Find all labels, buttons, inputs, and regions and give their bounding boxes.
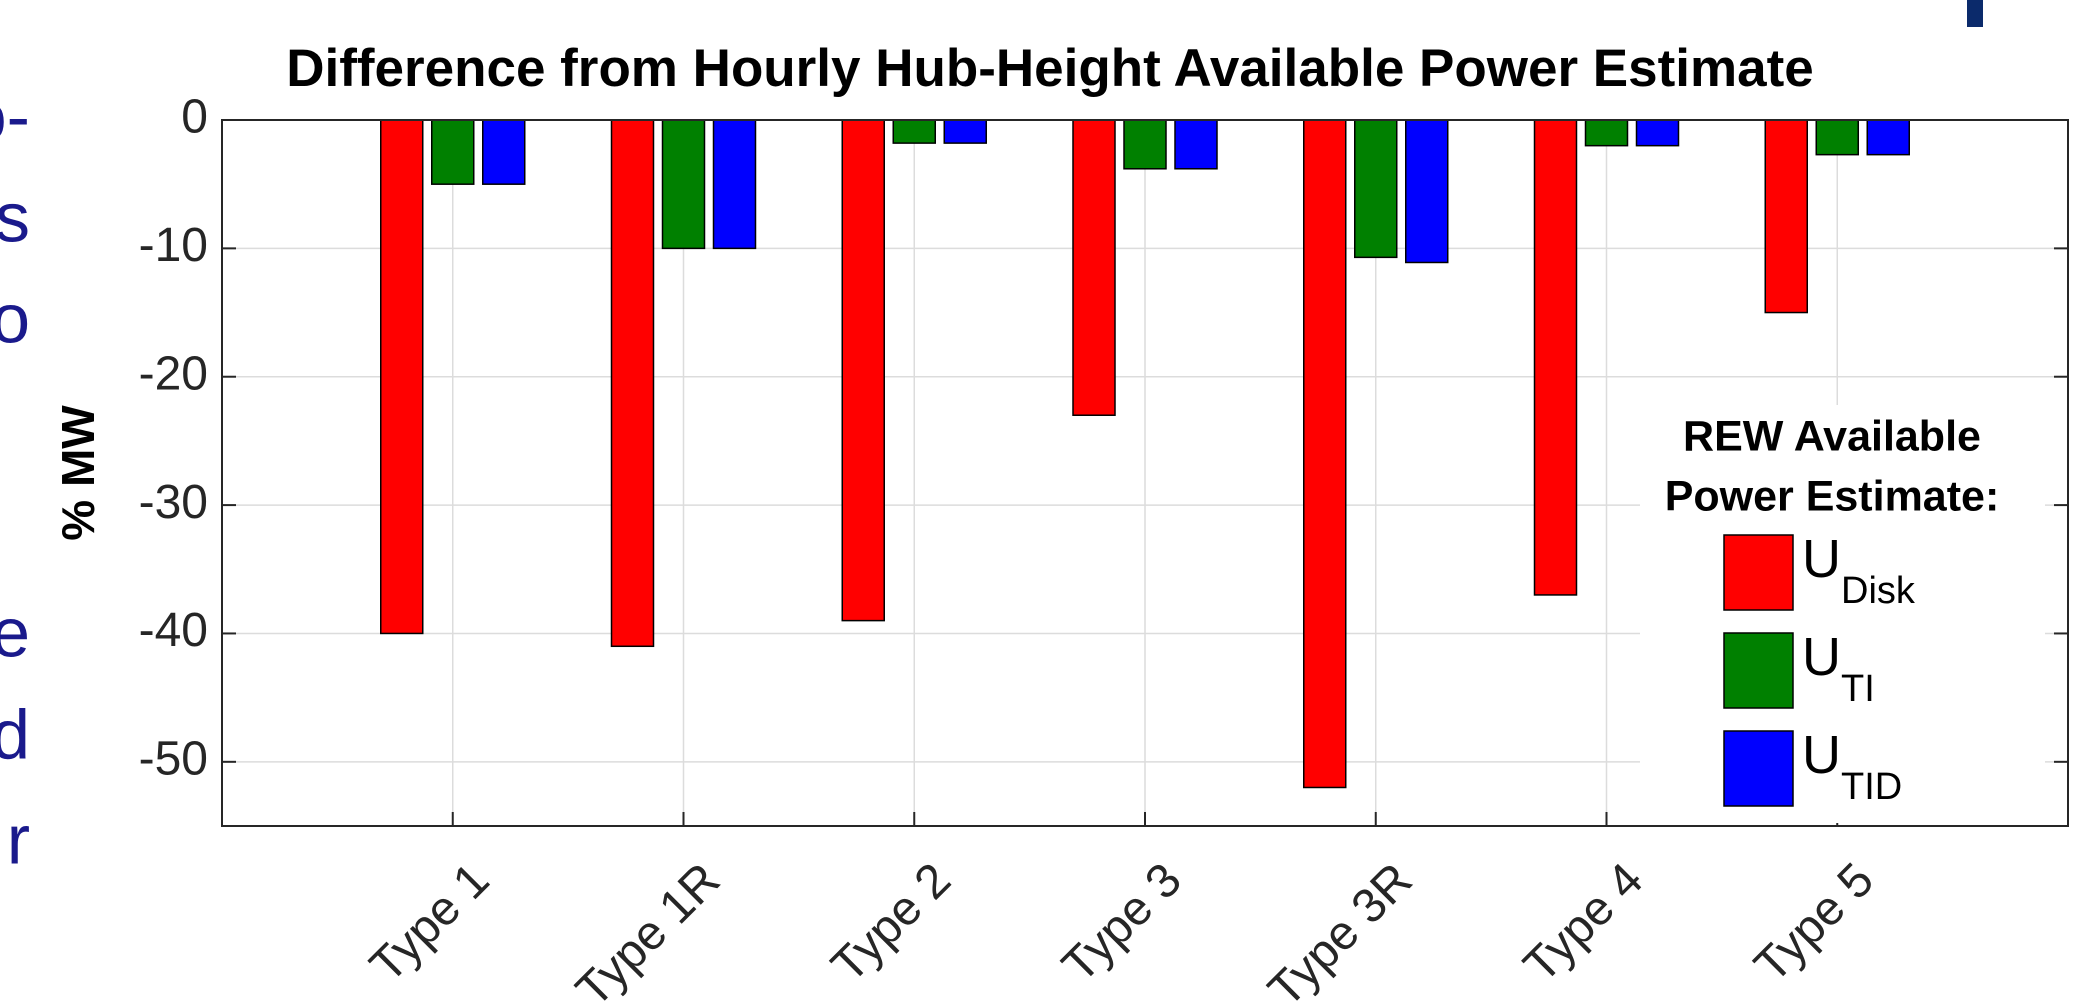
- x-tick-label: Type 3: [1052, 853, 1191, 992]
- bar: [1533, 119, 1578, 596]
- chart-title: Difference from Hourly Hub-Height Availa…: [286, 39, 1814, 98]
- side-text: o: [0, 279, 30, 357]
- legend-label-main: U: [1802, 529, 1841, 589]
- legend-title: REW Available: [1683, 412, 1981, 460]
- bar: [1303, 119, 1347, 789]
- side-text: o-: [0, 77, 30, 155]
- x-tick-label: Type 1R: [566, 853, 730, 1007]
- legend-swatch: [1723, 632, 1794, 709]
- x-tick-label: Type 5: [1745, 853, 1884, 992]
- legend-label-sub: Disk: [1841, 570, 1916, 612]
- bar: [1072, 119, 1116, 416]
- legend-label-main: U: [1802, 725, 1841, 785]
- bar: [841, 119, 885, 622]
- y-tick-label: -40: [139, 604, 208, 657]
- x-tick-label: Type 3R: [1259, 853, 1423, 1007]
- bar: [380, 119, 424, 635]
- bar: [1405, 119, 1449, 264]
- x-tick-label: Type 4: [1514, 853, 1653, 992]
- bar: [661, 119, 706, 250]
- plot-frame: [221, 119, 2069, 827]
- bar: [431, 119, 475, 185]
- legend-label: UTI: [1802, 627, 1875, 710]
- side-text: r: [7, 800, 30, 878]
- bar: [1174, 119, 1218, 170]
- decor-shape: [1967, 0, 1983, 27]
- bar: [482, 119, 526, 185]
- y-axis-label: % MW: [52, 405, 104, 541]
- side-text: e: [0, 593, 30, 671]
- x-tick-label: Type 2: [822, 853, 961, 992]
- y-tick-label: 0: [181, 91, 208, 144]
- y-tick-label: -50: [139, 732, 208, 785]
- bar: [1866, 119, 1910, 156]
- x-tick-label: Type 1: [360, 853, 499, 992]
- legend-label: UDisk: [1802, 529, 1916, 612]
- legend-title: Power Estimate:: [1665, 472, 2000, 520]
- bar: [1635, 119, 1680, 147]
- legend-box: [1640, 405, 2045, 823]
- bar: [712, 119, 757, 250]
- bar: [1764, 119, 1808, 314]
- legend-swatch: [1723, 534, 1794, 611]
- side-text: d: [0, 695, 30, 773]
- bar: [1815, 119, 1859, 156]
- legend-label-sub: TID: [1841, 766, 1902, 808]
- y-tick-label: -10: [139, 219, 208, 272]
- y-tick-label: -20: [139, 347, 208, 400]
- legend-label: UTID: [1802, 725, 1902, 808]
- legend-label-sub: TI: [1841, 668, 1875, 710]
- bar: [892, 119, 936, 144]
- side-text: s: [0, 178, 30, 256]
- legend-swatch: [1723, 730, 1794, 807]
- y-tick-label: -30: [139, 476, 208, 529]
- bar: [1584, 119, 1629, 147]
- bar: [943, 119, 987, 144]
- legend-label-main: U: [1802, 627, 1841, 687]
- bar: [1123, 119, 1167, 170]
- bar: [610, 119, 655, 648]
- bar: [1354, 119, 1398, 259]
